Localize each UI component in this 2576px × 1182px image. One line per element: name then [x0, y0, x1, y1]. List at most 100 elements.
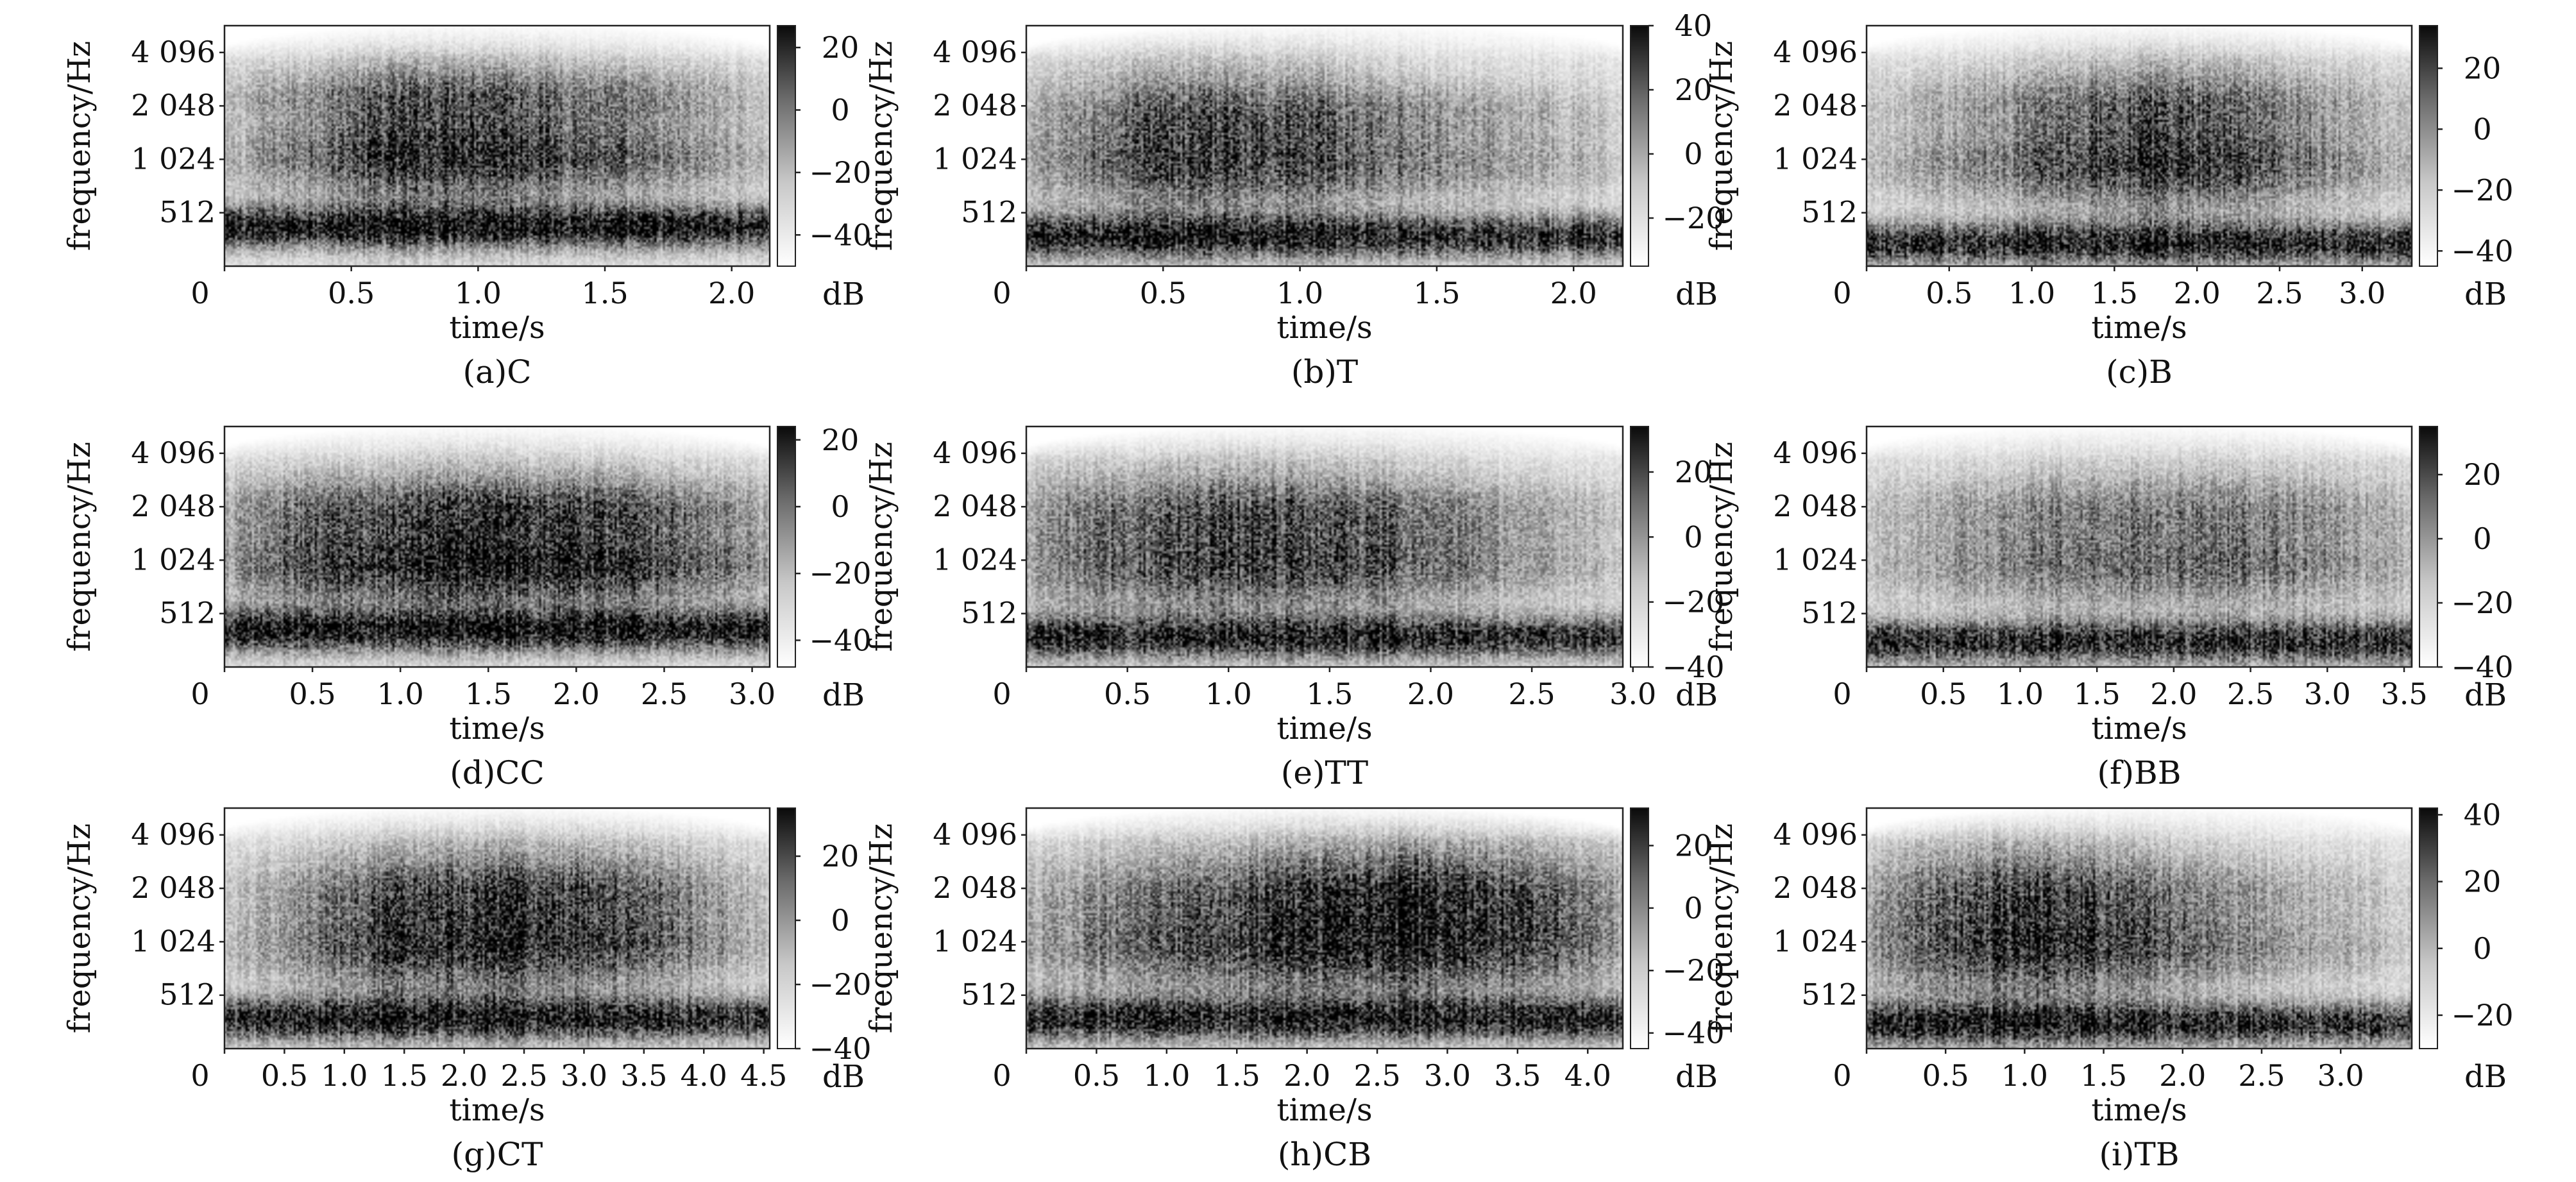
x-tick-label: 2.5 — [500, 1058, 547, 1093]
y-axis-label: frequency/Hz — [1704, 442, 1740, 652]
x-tick-label: 0.5 — [1926, 276, 1972, 310]
colorbar — [1630, 25, 1649, 267]
x-axis-label: time/s — [2091, 310, 2187, 346]
colorbar-unit: dB — [2464, 677, 2507, 713]
colorbar — [777, 426, 796, 668]
plot-frame — [1865, 425, 2413, 668]
x-tick-label: 0 — [992, 677, 1011, 711]
colorbar-tick-label: −40 — [809, 217, 871, 252]
panel-b: 512 1 024 2 048 4 096 frequency/Hz 0 0.5 1.0 1.5… — [863, 8, 1725, 391]
panel-caption: (e)TT — [1281, 754, 1368, 791]
y-tick-label: 512 — [1801, 596, 1858, 630]
x-tick-label: 0 — [1833, 1058, 1851, 1093]
y-axis-label: frequency/Hz — [1704, 41, 1740, 251]
colorbar-tick-label: −20 — [809, 556, 871, 591]
y-tick-label: 512 — [961, 195, 1017, 230]
y-tick-label: 2 048 — [1773, 88, 1858, 122]
colorbar — [777, 25, 796, 267]
x-tick-label: 3.0 — [1424, 1058, 1471, 1093]
x-tick-label: 1.0 — [455, 276, 502, 310]
colorbar-tick-label: −20 — [2451, 173, 2513, 207]
y-axis-label: frequency/Hz — [863, 41, 899, 251]
x-tick-label: 1.0 — [1143, 1058, 1190, 1093]
x-tick-label: 4.0 — [681, 1058, 727, 1093]
y-tick-label: 4 096 — [933, 817, 1017, 852]
x-tick-label: 2.0 — [1284, 1058, 1330, 1093]
x-tick-label: 2.0 — [441, 1058, 487, 1093]
x-tick-label: 0 — [1833, 677, 1851, 711]
x-tick-label: 1.5 — [381, 1058, 428, 1093]
y-tick-label: 4 096 — [933, 35, 1017, 69]
colorbar-unit: dB — [822, 276, 865, 312]
colorbar-tick-label: 20 — [822, 30, 860, 65]
spectrogram-image — [225, 26, 770, 266]
x-tick-label: 0.5 — [328, 276, 375, 310]
colorbar-tick-label: −20 — [2451, 586, 2513, 620]
panel-caption: (a)C — [462, 353, 531, 391]
spectrogram-image — [1867, 426, 2412, 667]
colorbar — [2419, 426, 2438, 668]
x-tick-label: 2.0 — [553, 677, 600, 711]
x-tick-label: 1.5 — [1306, 677, 1353, 711]
x-axis-label: time/s — [449, 711, 545, 747]
x-tick-label: 3.0 — [2318, 1058, 2364, 1093]
y-axis-label: frequency/Hz — [863, 442, 899, 652]
colorbar-tick-label: −20 — [809, 967, 871, 1002]
x-tick-label: 3.0 — [561, 1058, 607, 1093]
colorbar-tick-label: −20 — [1662, 585, 1724, 620]
y-axis-label: frequency/Hz — [863, 823, 899, 1033]
colorbar-tick-label: 20 — [2464, 457, 2502, 492]
x-tick-label: 0.5 — [1920, 677, 1967, 711]
y-tick-label: 4 096 — [131, 817, 216, 852]
x-tick-label: 0.5 — [1104, 677, 1151, 711]
spectrogram-image — [225, 808, 770, 1049]
spectrogram-image — [1867, 808, 2412, 1049]
panel-a: 512 1 024 2 048 4 096 frequency/Hz 0 0.5 1.0 1.5… — [62, 24, 872, 391]
panel-caption: (h)CB — [1278, 1136, 1371, 1173]
colorbar-tick-label: 0 — [1684, 519, 1702, 554]
y-tick-label: 2 048 — [131, 88, 216, 122]
panel-d: 512 1 024 2 048 4 096 frequency/Hz 0 0.5 1.0 1.5… — [62, 423, 872, 791]
x-tick-label: 0 — [191, 677, 209, 711]
x-tick-label: 0.5 — [1140, 276, 1187, 310]
plot-frame — [223, 24, 771, 267]
spectrogram-image — [1026, 808, 1623, 1049]
x-tick-label: 0 — [191, 1058, 209, 1093]
x-tick-label: 0 — [1833, 276, 1851, 310]
y-tick-label: 4 096 — [1773, 35, 1858, 69]
x-tick-label: 0 — [191, 276, 209, 310]
spectrogram-image — [1867, 26, 2412, 266]
y-tick-label: 1 024 — [1773, 924, 1858, 958]
colorbar — [2419, 807, 2438, 1049]
x-tick-label: 0 — [992, 1058, 1011, 1093]
x-tick-label: 1.5 — [2074, 677, 2121, 711]
y-tick-label: 4 096 — [131, 435, 216, 470]
x-tick-label: 2.0 — [708, 276, 755, 310]
x-tick-label: 1.0 — [1276, 276, 1323, 310]
colorbar — [777, 807, 796, 1049]
x-tick-label: 0.5 — [1922, 1058, 1969, 1093]
colorbar — [2419, 25, 2438, 267]
colorbar-tick-label: −20 — [2451, 998, 2513, 1033]
colorbar-tick-label: −40 — [1662, 650, 1724, 684]
y-tick-label: 1 024 — [933, 542, 1017, 577]
plot-frame — [223, 807, 771, 1050]
colorbar-tick-label: −20 — [809, 155, 871, 190]
x-tick-label: 2.0 — [2150, 677, 2197, 711]
colorbar-tick-label: 20 — [1675, 72, 1713, 107]
x-tick-label: 1.5 — [1413, 276, 1460, 310]
y-tick-label: 1 024 — [131, 542, 216, 577]
x-axis-label: time/s — [2091, 1092, 2187, 1128]
x-tick-label: 1.5 — [1214, 1058, 1260, 1093]
spectrogram-image — [225, 426, 770, 667]
y-tick-label: 512 — [159, 977, 216, 1012]
y-tick-label: 1 024 — [1773, 141, 1858, 176]
plot-frame — [1025, 807, 1624, 1050]
y-tick-label: 2 048 — [933, 870, 1017, 905]
colorbar-tick-label: −40 — [809, 1031, 871, 1066]
plot-frame — [1865, 807, 2413, 1050]
x-tick-label: 1.5 — [2091, 276, 2138, 310]
y-tick-label: 2 048 — [1773, 870, 1858, 905]
colorbar-unit: dB — [822, 1059, 865, 1095]
